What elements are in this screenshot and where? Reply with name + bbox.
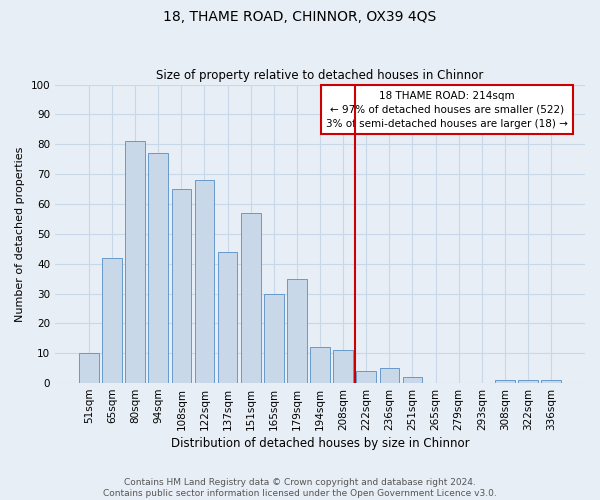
Bar — [495, 380, 515, 383]
Bar — [194, 180, 214, 383]
Text: Contains HM Land Registry data © Crown copyright and database right 2024.
Contai: Contains HM Land Registry data © Crown c… — [103, 478, 497, 498]
Text: 18, THAME ROAD, CHINNOR, OX39 4QS: 18, THAME ROAD, CHINNOR, OX39 4QS — [163, 10, 437, 24]
Bar — [172, 189, 191, 383]
Y-axis label: Number of detached properties: Number of detached properties — [15, 146, 25, 322]
Text: 18 THAME ROAD: 214sqm
← 97% of detached houses are smaller (522)
3% of semi-deta: 18 THAME ROAD: 214sqm ← 97% of detached … — [326, 90, 568, 128]
Bar — [125, 142, 145, 383]
Bar — [380, 368, 399, 383]
Bar — [218, 252, 238, 383]
Bar — [403, 377, 422, 383]
Bar — [148, 153, 168, 383]
Bar — [356, 371, 376, 383]
Bar — [102, 258, 122, 383]
Bar — [334, 350, 353, 383]
Bar — [541, 380, 561, 383]
Bar — [287, 278, 307, 383]
X-axis label: Distribution of detached houses by size in Chinnor: Distribution of detached houses by size … — [171, 437, 469, 450]
Bar — [264, 294, 284, 383]
Bar — [518, 380, 538, 383]
Bar — [79, 353, 99, 383]
Title: Size of property relative to detached houses in Chinnor: Size of property relative to detached ho… — [157, 69, 484, 82]
Bar — [310, 347, 330, 383]
Bar — [241, 213, 260, 383]
